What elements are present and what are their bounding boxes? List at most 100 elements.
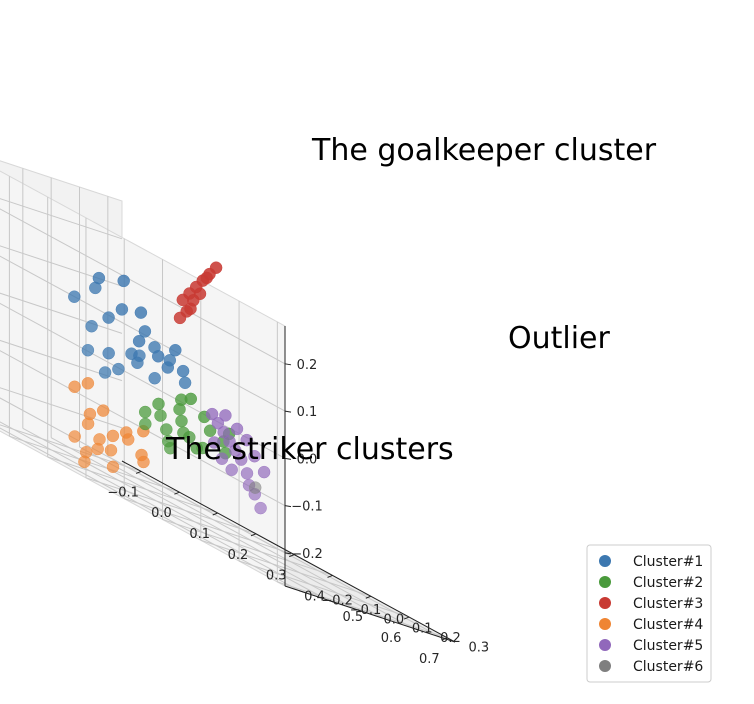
point-cluster-5 [207,436,221,449]
point-cluster-4 [68,380,81,394]
point-cluster-1 [68,290,81,303]
y-tick-mark [440,636,447,640]
annotation-striker: The striker clusters [165,432,454,467]
legend-marker-cluster-2 [599,576,611,588]
point-cluster-3 [176,293,190,307]
point-cluster-3 [184,302,197,316]
point-cluster-1 [102,346,115,360]
x-tick-mark [212,512,218,516]
grid-line-y-floor [22,427,357,610]
point-cluster-1 [138,325,152,338]
z-tick-label: 0.2 [297,358,318,373]
point-cluster-5 [234,453,248,466]
legend-marker-cluster-4 [599,618,611,630]
legend-marker-cluster-5 [599,639,611,651]
point-cluster-1 [169,343,182,357]
z-tick-mark [284,552,292,555]
point-cluster-2 [183,430,196,444]
x-axis-line [121,460,456,643]
grid-line-x-floor [162,518,333,576]
z-tick-mark [284,363,292,366]
y-tick-label: −0.1 [350,603,382,618]
legend: Cluster#1 Cluster#2 Cluster#3 Cluster#4 Clus… [586,544,712,683]
y-tick-mark [299,590,306,594]
point-cluster-5 [240,433,253,447]
z-tick-label: 0.1 [297,405,318,420]
x-tick-mark [327,574,333,578]
point-cluster-4 [91,442,104,456]
y-axis-line [284,585,456,643]
point-cluster-2 [173,403,186,416]
point-cluster-5 [223,435,236,448]
point-cluster-5 [217,426,230,439]
z-tick-mark [284,457,292,460]
y-tick-label: 0.0 [383,612,404,627]
point-cluster-5 [219,409,232,422]
point-cluster-4 [96,404,110,417]
point-cluster-1 [117,274,130,288]
y-tick-mark [384,618,391,622]
point-cluster-1 [178,376,192,390]
legend-label-cluster-1: Cluster#1 [633,554,703,570]
x-tick-label: 0.7 [419,652,440,667]
legend-frame [586,544,712,683]
tick-labels: −0.10.00.10.20.30.40.50.60.7−0.2−0.10.00… [107,358,489,667]
x-tick-mark [289,554,295,558]
point-cluster-1 [81,343,95,357]
point-cluster-5 [248,449,261,463]
grid-line-y-floor [79,446,413,629]
point-cluster-4 [104,444,118,457]
legend-marker-cluster-3 [599,597,611,609]
point-cluster-1 [132,334,146,348]
legend-label-cluster-6: Cluster#6 [633,659,703,675]
x-tick-mark [403,616,410,620]
grid-lines [0,168,448,639]
legend-label-cluster-3: Cluster#3 [633,596,703,612]
point-cluster-4 [106,460,120,474]
legend-marker-cluster-1 [599,555,611,567]
z-tick-mark [284,505,292,508]
x-tick-label: 0.1 [189,527,210,542]
point-cluster-2 [138,405,152,419]
y-tick-label: 0.3 [468,640,489,655]
data-points [68,261,271,515]
y-tick-label: −0.2 [321,594,353,609]
x-tick-mark [174,491,180,495]
point-cluster-1 [176,364,190,378]
point-cluster-2 [154,409,167,422]
grid-line-z-backwall [0,397,286,554]
axis-lines [121,326,456,643]
legend-label-cluster-5: Cluster#5 [633,638,703,654]
grid-line-z-backwall [0,208,286,365]
point-cluster-1 [163,354,177,367]
point-cluster-3 [173,311,187,325]
point-cluster-2 [196,441,209,455]
x-tick-mark [135,470,142,474]
point-cluster-2 [152,397,165,411]
y-tick-label: 0.2 [440,631,461,646]
point-cluster-2 [164,441,177,455]
point-cluster-1 [98,366,112,379]
point-cluster-2 [139,417,152,431]
point-cluster-5 [225,463,238,477]
grid-line-x-floor [124,498,295,556]
point-cluster-4 [81,417,95,430]
annotation-outlier: Outlier [508,321,611,356]
legend-label-cluster-4: Cluster#4 [633,617,703,633]
x-tick-label: 0.5 [342,610,363,625]
grid-line-y-floor [0,421,328,601]
point-cluster-1 [148,371,161,385]
point-cluster-5 [205,407,219,421]
point-cluster-4 [121,433,135,446]
point-cluster-4 [137,455,150,469]
grid-line-y-floor [0,427,300,592]
grid-line-x-floor [9,435,180,493]
y-tick-mark [412,627,419,631]
point-cluster-4 [78,455,91,469]
point-cluster-2 [203,424,217,437]
point-cluster-5 [230,422,244,436]
point-cluster-1 [102,311,115,324]
point-cluster-1 [133,349,146,362]
